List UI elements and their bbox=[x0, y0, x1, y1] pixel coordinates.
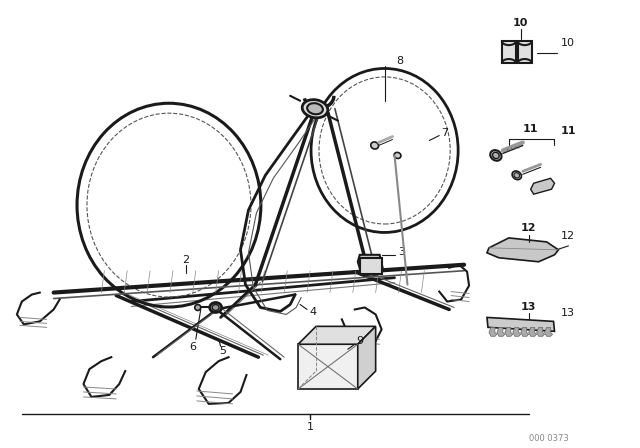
Bar bbox=[502, 41, 516, 63]
Text: 3: 3 bbox=[398, 247, 405, 257]
Text: 13: 13 bbox=[561, 308, 575, 319]
Polygon shape bbox=[505, 327, 513, 336]
Ellipse shape bbox=[394, 152, 401, 159]
Text: 11: 11 bbox=[561, 125, 576, 136]
Polygon shape bbox=[298, 344, 358, 389]
Ellipse shape bbox=[307, 103, 323, 114]
Text: 2: 2 bbox=[182, 255, 189, 265]
Text: 12: 12 bbox=[561, 231, 575, 241]
Text: 000 0373: 000 0373 bbox=[529, 434, 568, 443]
Polygon shape bbox=[298, 326, 376, 344]
Ellipse shape bbox=[212, 305, 219, 310]
Ellipse shape bbox=[514, 172, 520, 178]
Ellipse shape bbox=[195, 305, 201, 310]
Ellipse shape bbox=[302, 99, 328, 118]
Polygon shape bbox=[358, 255, 383, 275]
Text: 13: 13 bbox=[521, 302, 536, 312]
Polygon shape bbox=[531, 178, 554, 194]
Text: 5: 5 bbox=[219, 346, 226, 356]
Polygon shape bbox=[497, 327, 505, 336]
Text: 8: 8 bbox=[396, 56, 403, 66]
Text: 10: 10 bbox=[513, 18, 529, 28]
Text: 4: 4 bbox=[310, 307, 317, 318]
Text: 1: 1 bbox=[307, 422, 314, 432]
Text: 6: 6 bbox=[189, 342, 196, 352]
Polygon shape bbox=[489, 327, 497, 336]
Ellipse shape bbox=[371, 142, 379, 149]
Polygon shape bbox=[529, 327, 537, 336]
Polygon shape bbox=[545, 327, 552, 336]
Polygon shape bbox=[487, 318, 554, 332]
Polygon shape bbox=[513, 327, 521, 336]
Ellipse shape bbox=[210, 302, 221, 312]
Polygon shape bbox=[521, 327, 529, 336]
Ellipse shape bbox=[512, 171, 522, 180]
Bar bbox=[518, 41, 532, 63]
Polygon shape bbox=[358, 326, 376, 389]
Ellipse shape bbox=[490, 150, 502, 161]
Text: 10: 10 bbox=[561, 38, 575, 48]
Polygon shape bbox=[487, 238, 559, 262]
Ellipse shape bbox=[493, 152, 499, 159]
Text: 7: 7 bbox=[441, 128, 448, 138]
Text: 12: 12 bbox=[521, 223, 536, 233]
Text: 11: 11 bbox=[523, 124, 538, 134]
Bar bbox=[360, 258, 381, 274]
Text: 9: 9 bbox=[356, 336, 364, 346]
Polygon shape bbox=[537, 327, 545, 336]
